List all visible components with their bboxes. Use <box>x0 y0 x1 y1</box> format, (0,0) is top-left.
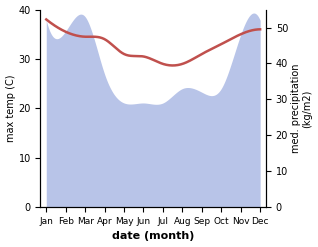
Y-axis label: med. precipitation
(kg/m2): med. precipitation (kg/m2) <box>291 64 313 153</box>
Y-axis label: max temp (C): max temp (C) <box>5 75 16 142</box>
X-axis label: date (month): date (month) <box>112 231 194 242</box>
